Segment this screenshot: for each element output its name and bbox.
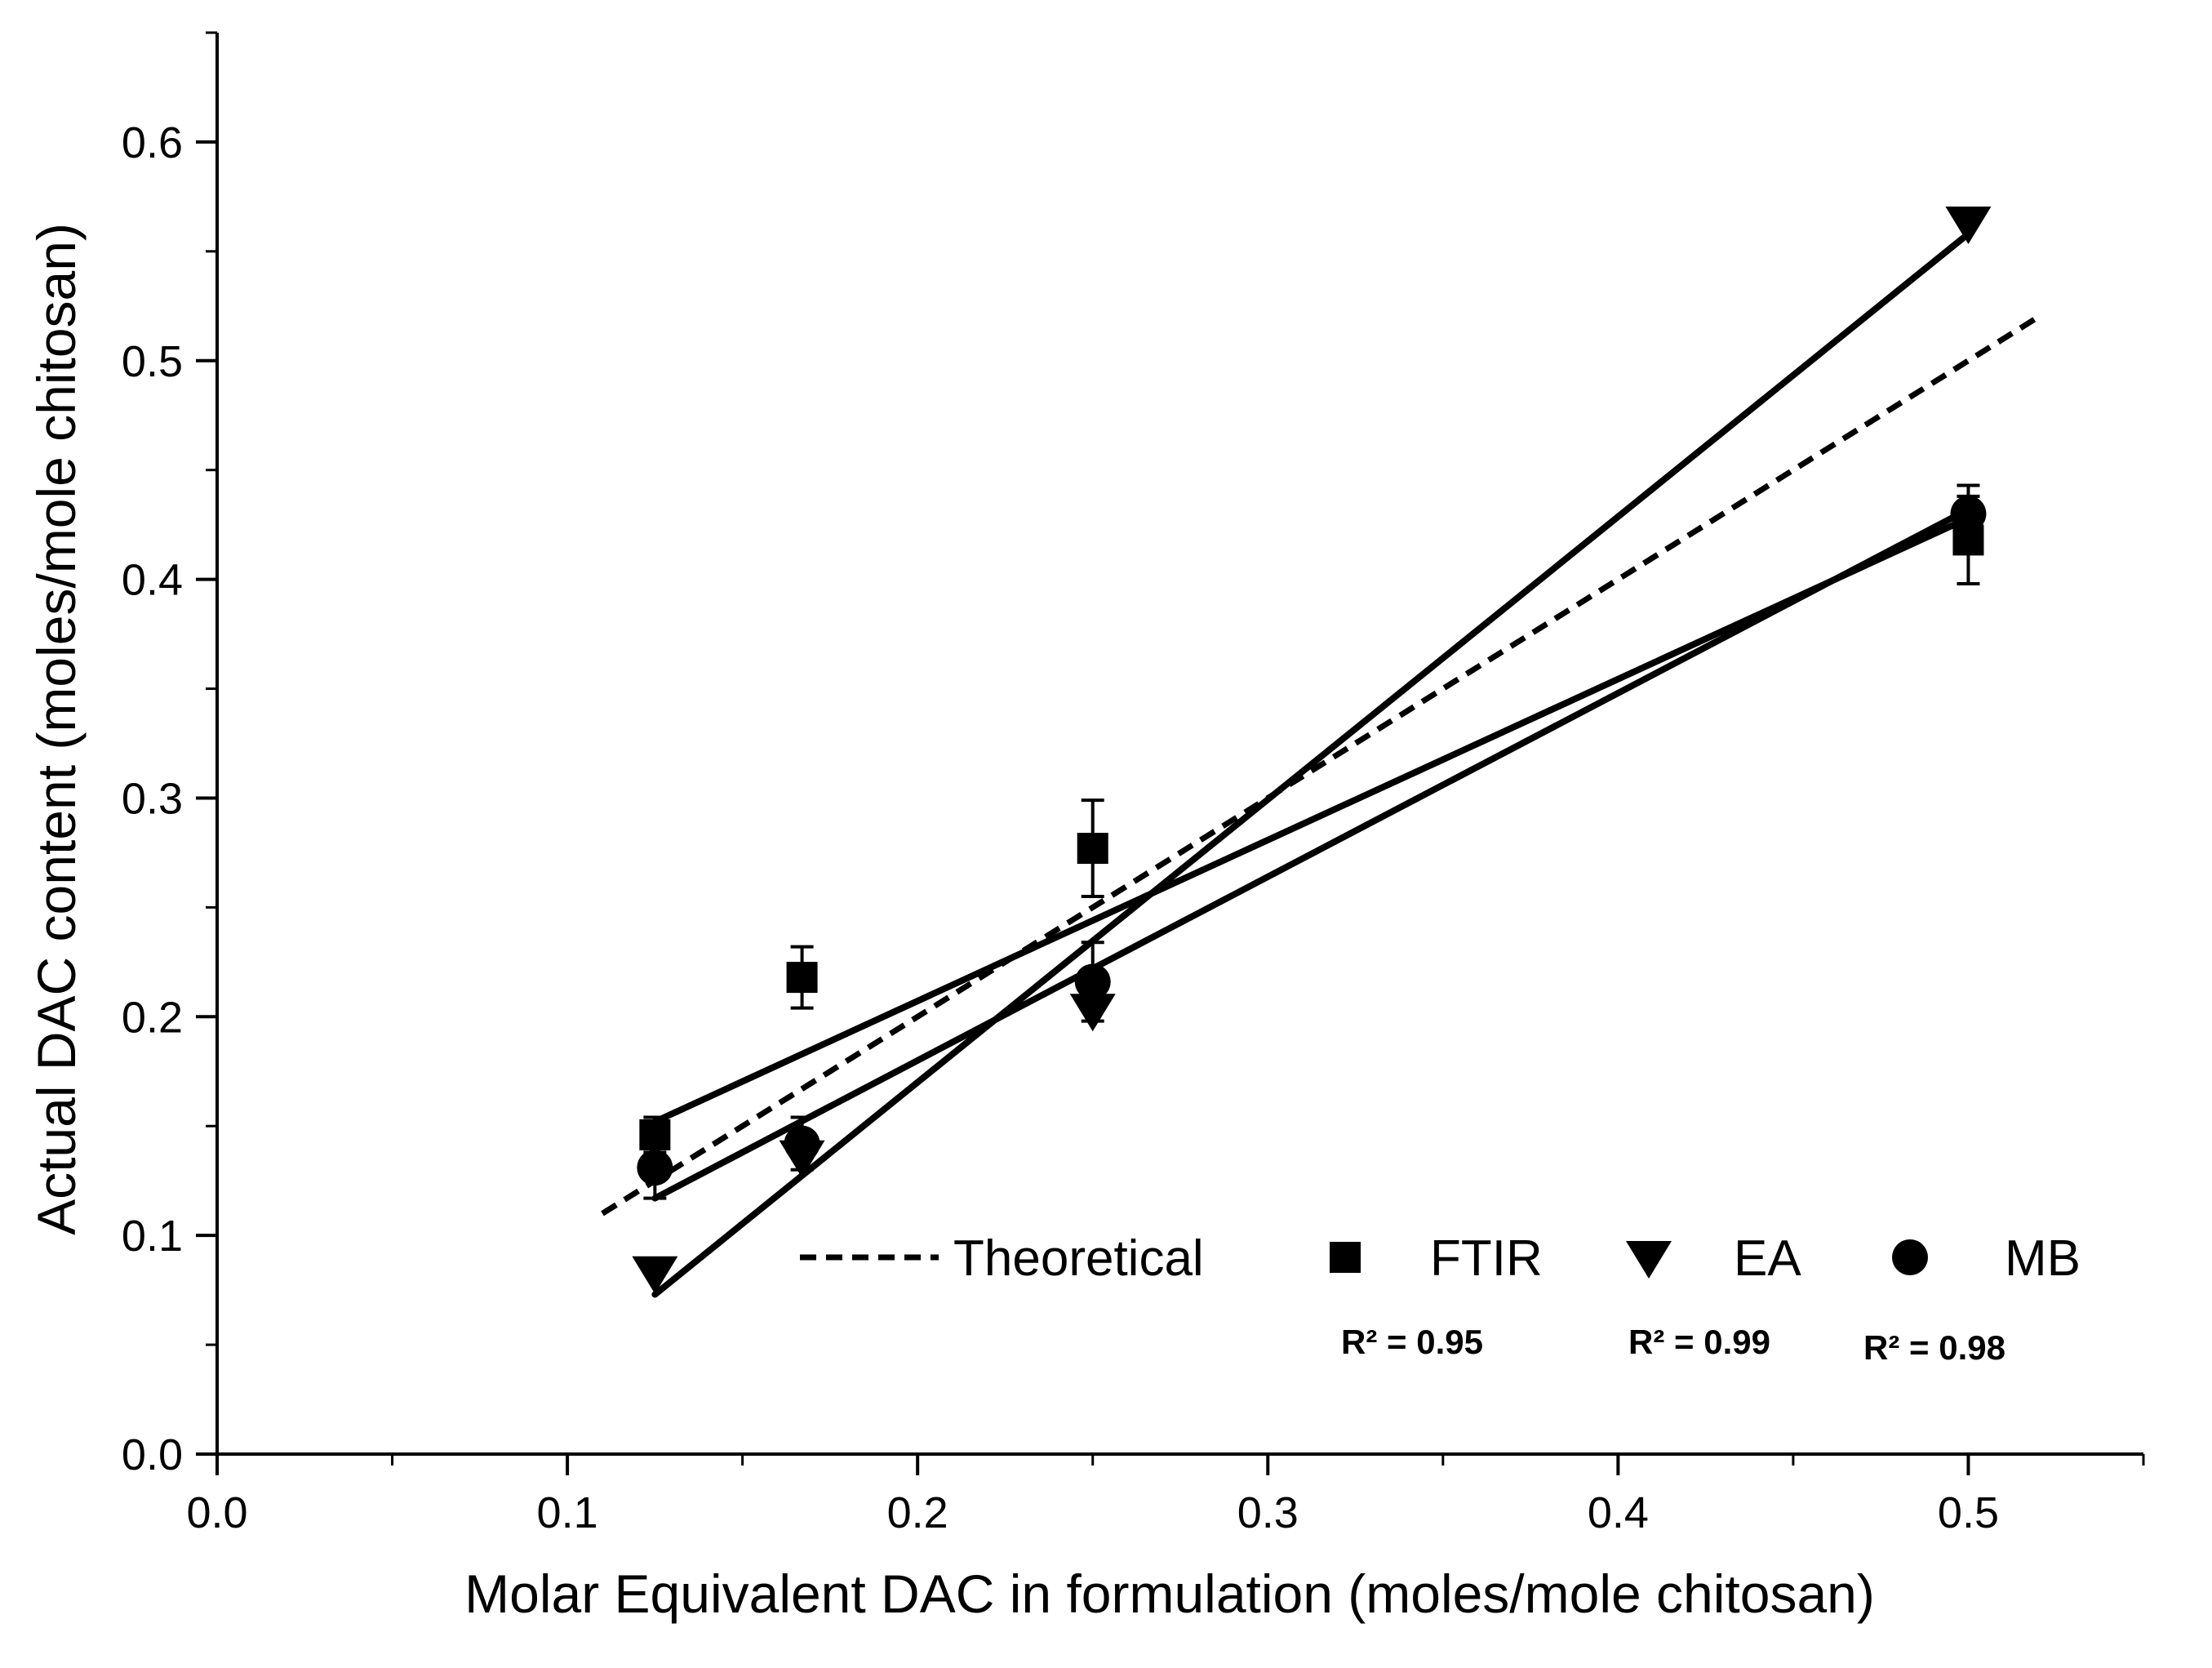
data-points	[632, 207, 1992, 1294]
ftir-point	[786, 962, 818, 994]
x-tick-label: 0.5	[1938, 1488, 1999, 1537]
theoretical-line	[601, 314, 2041, 1217]
legend-ea-swatch	[1626, 1241, 1672, 1279]
mb-point	[784, 1125, 820, 1162]
axes: 0.0 0.1 0.2 0.3 0.4 0.5 0.0 0.1 0.2 0.3 0.4 0.5 0.6	[122, 31, 2145, 1537]
ftir-r2-label: R² = 0.95	[1341, 1323, 1483, 1361]
ftir-fit-line	[651, 514, 1972, 1125]
x-tick-label: 0.4	[1588, 1488, 1649, 1537]
x-tick-label: 0.3	[1237, 1488, 1299, 1537]
y-tick-label: 0.1	[122, 1212, 183, 1261]
y-tick-label: 0.2	[122, 993, 183, 1042]
x-tick-label: 0.2	[887, 1488, 948, 1537]
x-tick-label: 0.1	[537, 1488, 598, 1537]
fit-lines	[601, 230, 2041, 1298]
mb-r2-label: R² = 0.98	[1863, 1328, 2005, 1367]
legend-theoretical-label: Theoretical	[953, 1230, 1204, 1287]
y-axis-label: Actual DAC content (moles/mole chitosan)	[26, 223, 87, 1235]
legend: Theoretical FTIR R² = 0.95 EA R² = 0.99 MB R² …	[800, 1230, 2081, 1367]
ea-fit-line	[651, 230, 1972, 1298]
legend-mb-swatch	[1892, 1239, 1928, 1275]
legend-ftir-swatch	[1330, 1242, 1361, 1273]
ea-r2-label: R² = 0.99	[1628, 1323, 1770, 1361]
mb-fit-line	[651, 505, 1972, 1202]
y-tick-label: 0.5	[122, 337, 183, 386]
legend-ea-label: EA	[1734, 1230, 1801, 1287]
ea-point	[632, 1256, 678, 1294]
ftir-point	[1077, 833, 1108, 865]
mb-point	[637, 1150, 673, 1186]
legend-mb-label: MB	[2005, 1230, 2081, 1287]
x-axis-label: Molar Equivalent DAC in formulation (mol…	[464, 1563, 1875, 1624]
y-tick-label: 0.6	[122, 118, 183, 167]
ea-point	[1945, 207, 1992, 245]
mb-point	[1074, 963, 1111, 1000]
y-tick-label: 0.4	[122, 556, 183, 605]
x-tick-label: 0.0	[186, 1488, 247, 1537]
y-tick-label: 0.3	[122, 774, 183, 823]
legend-ftir-label: FTIR	[1430, 1230, 1543, 1287]
y-tick-label: 0.0	[122, 1430, 183, 1479]
mb-point	[1950, 496, 1987, 532]
